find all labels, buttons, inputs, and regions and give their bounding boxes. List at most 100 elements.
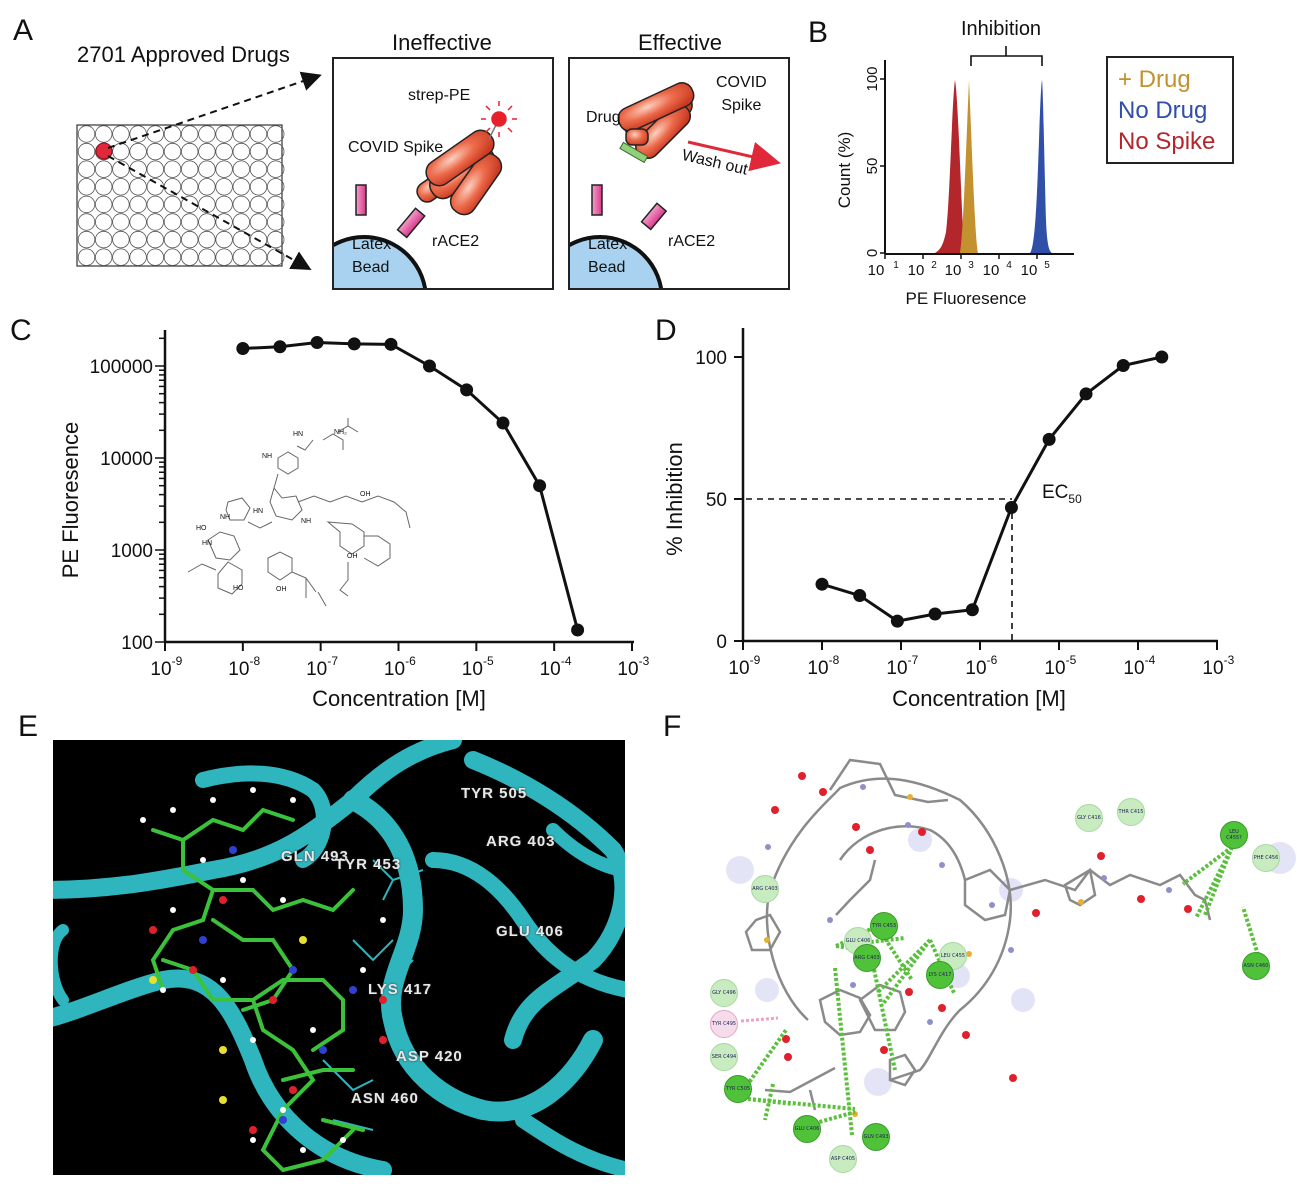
svg-text:-6: -6 [987, 653, 998, 667]
bead-label-line1: Latex [588, 236, 628, 253]
c-xlabel: Concentration [M] [312, 686, 486, 711]
svg-text:HO: HO [196, 525, 207, 532]
molecule-structure-icon [187, 418, 411, 607]
svg-text:10: 10 [1202, 658, 1223, 679]
latex-bead-icon [570, 235, 664, 288]
effective-diagram [570, 82, 781, 288]
effective-box: COVID Spike Drug Wash out Latex Bead rAC… [568, 57, 790, 290]
legend-item-no-spike: No Spike [1118, 128, 1216, 155]
d-xlabel: Concentration [M] [892, 686, 1066, 711]
svg-text:-8: -8 [249, 654, 260, 668]
drug-icon [619, 141, 649, 164]
svg-text:50: 50 [706, 490, 727, 511]
spike-protein-icon [617, 82, 695, 160]
svg-text:HN: HN [202, 540, 212, 547]
reporter-icon [481, 101, 517, 137]
svg-text:HO: HO [233, 585, 244, 592]
residue-bubble: ARG C403 [751, 875, 779, 903]
panel-b-letter: B [808, 16, 829, 49]
d-ylabel: % Inhibition [662, 442, 687, 556]
svg-text:NH: NH [301, 518, 311, 525]
svg-text:10: 10 [150, 659, 171, 680]
svg-text:10: 10 [1123, 658, 1144, 679]
svg-text:10: 10 [908, 262, 925, 279]
residue-bubble: LEU C455? [1220, 821, 1248, 849]
wash-out-arrow [687, 140, 781, 172]
inhibition-bracket-label: Inhibition [961, 18, 1042, 40]
data-point [533, 479, 547, 493]
svg-text:NH: NH [220, 514, 230, 521]
svg-text:5: 5 [1044, 260, 1050, 271]
histogram-legend: + Drug No Drug No Spike [1106, 56, 1234, 164]
svg-text:10: 10 [462, 659, 483, 680]
c-ylabel: PE Fluoresence [58, 422, 83, 579]
bead-label: Latex Bead [588, 233, 627, 279]
svg-text:2: 2 [931, 260, 937, 271]
svg-text:-6: -6 [405, 654, 416, 668]
effective-title: Effective [638, 30, 722, 55]
data-point [310, 336, 324, 350]
latex-bead-icon [334, 235, 428, 288]
residue-bubble: TYR C495 [710, 1010, 738, 1038]
svg-text:HN: HN [293, 431, 303, 438]
svg-text:10: 10 [617, 659, 638, 680]
svg-text:10: 10 [306, 659, 327, 680]
ineffective-box: strep-PE COVID Spike Latex Bead rACE2 [332, 57, 554, 290]
svg-text:10: 10 [983, 262, 1000, 279]
svg-text:-9: -9 [750, 653, 761, 667]
svg-text:100: 100 [864, 66, 881, 91]
svg-text:10: 10 [945, 262, 962, 279]
residue-bubble: TYR C505 [724, 1075, 752, 1103]
data-point [1079, 387, 1093, 401]
residue-label: TYR 453 [335, 856, 402, 873]
bead-label-line1: Latex [352, 236, 392, 253]
data-point [965, 603, 979, 617]
svg-text:10: 10 [728, 658, 749, 679]
ineffective-title: Ineffective [392, 30, 492, 55]
svg-text:10: 10 [965, 658, 986, 679]
residue-label: GLU 406 [496, 923, 564, 940]
data-point [460, 383, 474, 397]
receptor-icon [355, 184, 367, 216]
residue-bubble: LYS C417 [926, 961, 954, 989]
svg-text:-3: -3 [1224, 653, 1235, 667]
svg-text:NH₂: NH₂ [334, 429, 347, 436]
panel-e-letter: E [18, 710, 39, 743]
spike-label: COVID Spike [716, 71, 767, 117]
svg-text:10000: 10000 [100, 449, 153, 470]
library-label: 2701 Approved Drugs [77, 42, 290, 67]
svg-text:HN: HN [253, 508, 263, 515]
residue-bubble: GLY C496 [710, 979, 738, 1007]
residue-bubble: ASP C405 [829, 1145, 857, 1173]
panel-f-letter: F [663, 710, 682, 743]
data-point [1155, 350, 1169, 364]
svg-text:-8: -8 [829, 653, 840, 667]
residue-bubble: SER C494 [710, 1043, 738, 1071]
data-point [236, 341, 250, 355]
data-point [890, 614, 904, 628]
covid-spike-label: COVID Spike [348, 139, 444, 156]
bead-label: Latex Bead [352, 233, 391, 279]
svg-text:100: 100 [121, 633, 153, 654]
drug-label: Drug [586, 109, 621, 126]
race2-label: rACE2 [668, 233, 716, 250]
residue-bubble: GLU C406 [793, 1115, 821, 1143]
svg-text:NH: NH [262, 453, 272, 460]
spike-label-line2: Spike [721, 97, 762, 114]
svg-text:OH: OH [360, 491, 371, 498]
docking-3d-view: TYR 505 GLN 493 ARG 403 TYR 453 GLU 406 … [53, 740, 625, 1175]
residue-label: ASP 420 [396, 1048, 463, 1065]
svg-text:0: 0 [716, 632, 727, 653]
svg-text:-4: -4 [561, 654, 572, 668]
svg-text:10: 10 [868, 262, 885, 279]
svg-text:1: 1 [893, 260, 899, 271]
data-point [1042, 432, 1056, 446]
residue-label: LYS 417 [368, 981, 432, 998]
residue-bubble: PHE C456 [1252, 844, 1280, 872]
data-point [384, 337, 398, 351]
svg-text:1000: 1000 [111, 541, 153, 562]
svg-text:10: 10 [228, 659, 249, 680]
